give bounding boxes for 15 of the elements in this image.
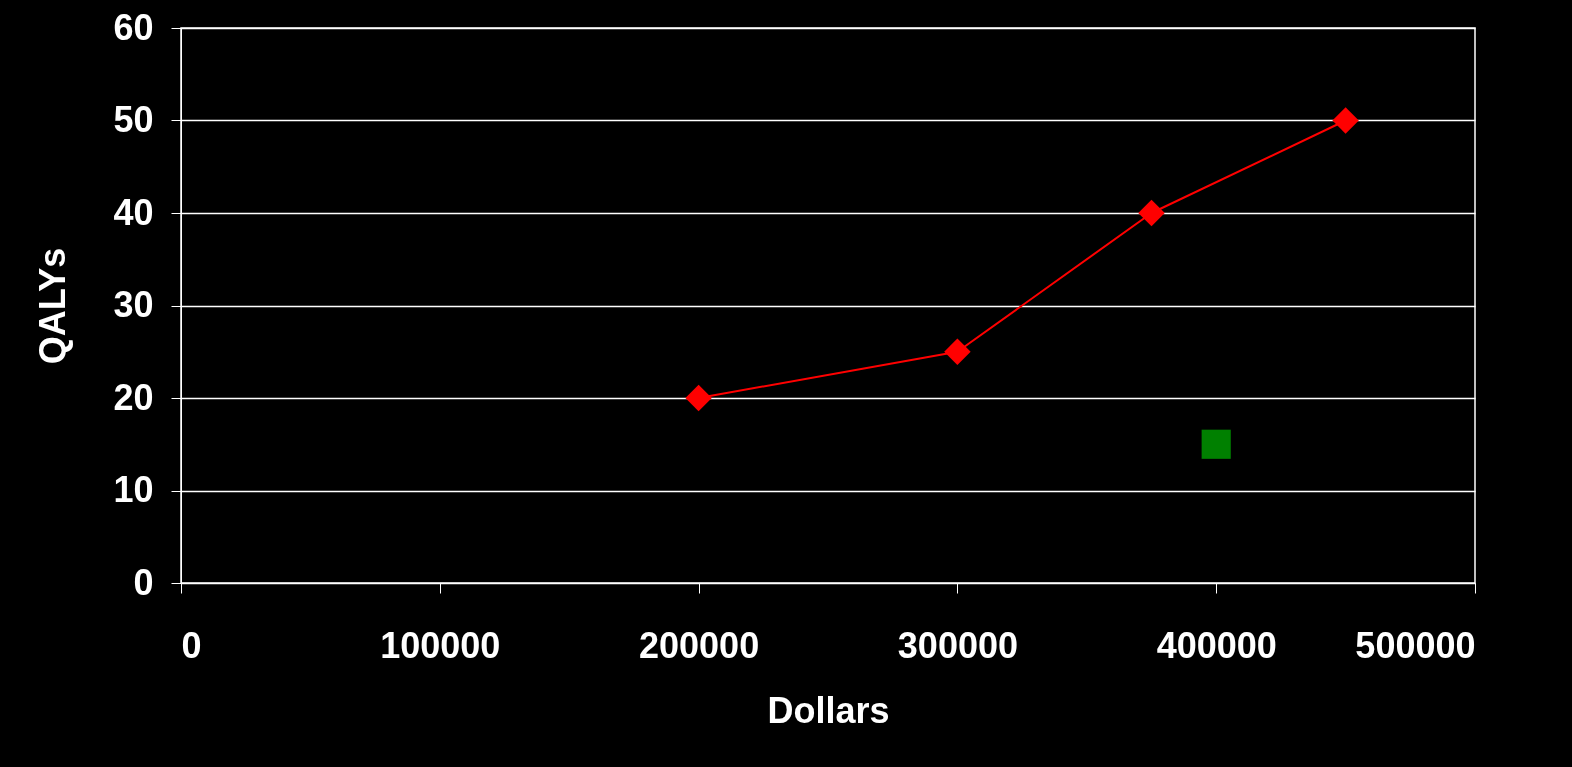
x-tick-label: 100000 — [380, 624, 501, 666]
y-tick-label: 10 — [113, 469, 154, 510]
y-tick-label: 60 — [113, 6, 154, 48]
x-axis-title: Dollars — [767, 689, 890, 731]
x-tick-label: 200000 — [639, 624, 760, 666]
x-tick-label: 300000 — [897, 624, 1018, 666]
y-tick-label: 20 — [113, 376, 154, 418]
y-tick-label: 30 — [113, 284, 154, 325]
y-tick-label: 50 — [113, 99, 154, 140]
x-tick-label: 0 — [181, 624, 202, 666]
y-tick-label: 0 — [133, 561, 154, 603]
x-tick-label: 500000 — [1355, 624, 1476, 666]
y-tick-label: 40 — [113, 191, 154, 233]
x-tick-label: 400000 — [1156, 624, 1277, 666]
y-axis-title: QALYs — [32, 247, 74, 365]
